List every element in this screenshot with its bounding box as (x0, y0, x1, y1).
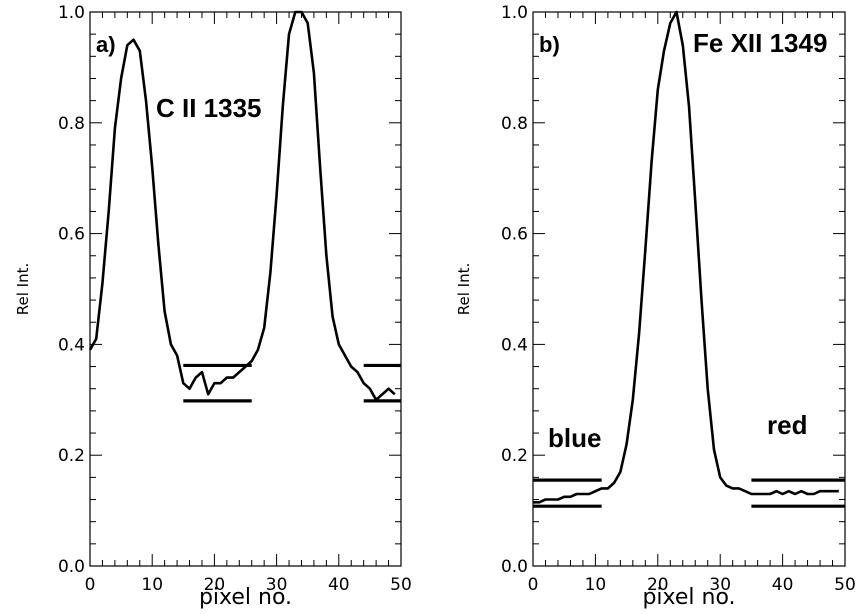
y-axis-title: Rel Int. (14, 263, 32, 316)
plot-frame (89, 11, 402, 567)
annotation-label: C II 1335 (156, 93, 262, 123)
y-tick-label: 0.2 (501, 446, 528, 466)
x-tick-label: 40 (328, 575, 350, 595)
panel-label: a) (96, 32, 116, 57)
y-tick-label: 1.0 (501, 3, 528, 23)
y-axis-title: Rel Int. (455, 263, 473, 316)
y-tick-label: 0.2 (58, 446, 85, 466)
x-tick-label: 10 (585, 575, 607, 595)
x-tick-label: 20 (647, 575, 669, 595)
y-tick-label: 0.6 (58, 225, 85, 245)
x-tick-label: 0 (528, 575, 539, 595)
annotation-label: blue (548, 423, 601, 453)
y-tick-label: 0.0 (501, 557, 528, 577)
x-tick-label: 10 (141, 575, 163, 595)
x-tick-label: 0 (85, 575, 96, 595)
x-tick-label: 50 (390, 575, 412, 595)
profile-line (88, 10, 396, 402)
y-tick-label: 0.8 (501, 114, 528, 134)
y-tick-label: 0.4 (501, 335, 528, 355)
annotation-label: red (767, 410, 807, 440)
x-axis-title: pixel no. (199, 585, 292, 610)
y-tick-label: 0.8 (58, 114, 85, 134)
panel-label: b) (539, 32, 560, 57)
y-tick-label: 0.4 (58, 335, 85, 355)
x-tick-label: 40 (772, 575, 794, 595)
y-tick-label: 0.6 (501, 225, 528, 245)
panel-a: 0 10 20 30 40 50 0.0 0.2 0.4 0.6 0.8 1.0 pixel no. Re… (14, 3, 412, 610)
panel-b: 0 10 20 30 40 50 0.0 0.2 0.4 0.6 0.8 1.0 pixel no. Re… (455, 3, 856, 610)
y-tick-label: 1.0 (58, 3, 85, 23)
x-tick-label: 30 (266, 575, 288, 595)
x-tick-label: 20 (204, 575, 226, 595)
y-tick-label: 0.0 (58, 557, 85, 577)
x-tick-label: 30 (709, 575, 731, 595)
x-tick-label: 50 (834, 575, 856, 595)
annotation-label: Fe XII 1349 (693, 28, 827, 58)
profile-line (533, 10, 839, 504)
plot-frame (532, 11, 846, 567)
x-axis-title: pixel no. (642, 585, 735, 610)
